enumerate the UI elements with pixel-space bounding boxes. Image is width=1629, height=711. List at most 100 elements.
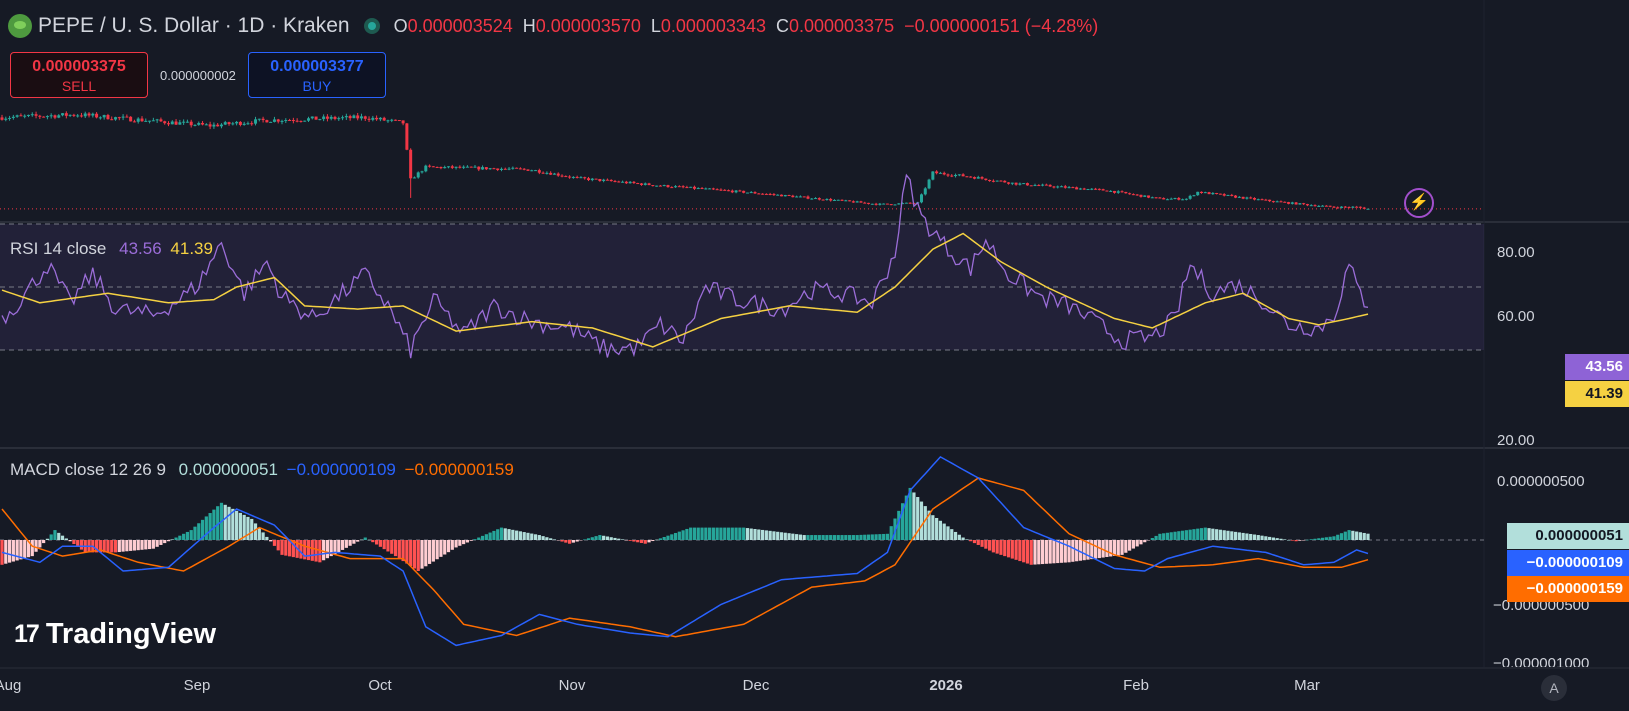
macd-histogram-bar <box>848 535 852 540</box>
candle-body <box>1332 206 1336 208</box>
macd-histogram-bar <box>1245 533 1249 540</box>
macd-hist-value: 0.000000051 <box>178 460 278 479</box>
candle-body <box>889 204 893 206</box>
candle-body <box>503 168 507 170</box>
candle-body <box>1181 199 1185 201</box>
macd-histogram-bar <box>1090 540 1094 560</box>
macd-histogram-bar <box>545 537 549 540</box>
candle-body <box>42 116 46 118</box>
buy-button[interactable]: 0.000003377 BUY <box>247 52 386 98</box>
macd-histogram-bar <box>1029 540 1033 565</box>
candle-body <box>201 122 205 125</box>
symbol-title[interactable]: PEPE / U. S. Dollar · 1D · Kraken <box>38 14 350 37</box>
macd-histogram-bar <box>738 527 742 540</box>
candle-body <box>666 185 670 188</box>
candle-body <box>144 120 148 122</box>
candle-body <box>416 172 420 178</box>
candle-body <box>814 198 818 200</box>
macd-histogram-bar <box>1158 533 1162 540</box>
candle-body <box>1105 190 1109 192</box>
candle-body <box>299 120 303 122</box>
candle-body <box>45 116 49 118</box>
candle-body <box>1116 191 1120 193</box>
macd-histogram-bar <box>768 530 772 540</box>
x-tick-nov: Nov <box>558 677 586 694</box>
candle-body <box>560 175 564 177</box>
candle-body <box>375 117 379 120</box>
macd-histogram-bar <box>594 536 598 540</box>
macd-signal-line <box>1 477 1369 638</box>
candle-body <box>87 113 91 116</box>
macd-histogram-bar <box>825 535 829 540</box>
candle-body <box>178 122 182 125</box>
macd-histogram-bar <box>636 540 640 543</box>
macd-title[interactable]: MACD close 12 26 9 <box>10 460 166 479</box>
candle-body <box>817 198 821 200</box>
sell-button[interactable]: 0.000003375 SELL <box>10 52 148 98</box>
rsi-ma-value: 41.39 <box>170 239 213 258</box>
candle-body <box>450 166 454 168</box>
macd-histogram-bar <box>507 529 511 540</box>
ohlc-close: C0.000003375 <box>775 15 895 36</box>
candle-body <box>571 176 575 178</box>
macd-histogram-bar <box>465 540 470 543</box>
macd-histogram-bar <box>178 535 182 540</box>
rsi-title[interactable]: RSI 14 close <box>10 239 107 258</box>
macd-histogram-bar <box>1188 529 1192 540</box>
macd-histogram-bar <box>1207 528 1211 540</box>
macd-histogram-bar <box>1230 531 1234 540</box>
candle-body <box>658 185 662 187</box>
macd-histogram-bar <box>121 540 125 552</box>
candle-body <box>1033 185 1037 187</box>
macd-histogram-bar <box>1222 530 1226 540</box>
macd-histogram-bar <box>1309 539 1313 540</box>
macd-line-badge: −0.000000109 <box>1507 550 1629 576</box>
candle-body <box>810 198 814 200</box>
macd-histogram-bar <box>908 487 912 540</box>
candle-body <box>443 167 447 169</box>
macd-histogram-bar <box>1082 540 1086 561</box>
macd-histogram-bar <box>655 539 659 541</box>
macd-histogram-bar <box>132 540 137 551</box>
macd-histogram-bar <box>1033 540 1037 565</box>
macd-histogram-bar <box>272 540 277 546</box>
macd-histogram-bar <box>314 540 318 562</box>
candle-body <box>927 179 931 189</box>
candle-body <box>579 177 583 179</box>
macd-legend: MACD close 12 26 9 0.000000051 −0.000000… <box>10 460 514 480</box>
candle-body <box>507 168 511 170</box>
macd-histogram-bar <box>662 537 666 540</box>
candle-body <box>1362 207 1366 209</box>
candle-body <box>594 178 598 180</box>
candle-body <box>1056 186 1060 188</box>
macd-histogram-bar <box>1101 540 1105 558</box>
macd-histogram-bar <box>957 534 961 540</box>
candle-body <box>689 186 693 188</box>
candle-body <box>1048 184 1052 187</box>
macd-histogram-bar <box>1196 528 1200 540</box>
candle-body <box>621 181 625 183</box>
macd-histogram-bar <box>829 535 833 540</box>
price-change: −0.000000151 (−4.28%) <box>904 15 1099 36</box>
macd-histogram-bar <box>893 518 897 540</box>
macd-histogram-bar <box>1343 531 1347 540</box>
candle-body <box>655 185 659 187</box>
candle-body <box>976 177 980 179</box>
candle-body <box>288 119 292 121</box>
candle-body <box>617 181 621 183</box>
candle-body <box>692 186 696 189</box>
candle-body <box>1298 203 1302 205</box>
candle-body <box>371 117 375 120</box>
candle-body <box>424 165 428 172</box>
candle-body <box>1192 195 1196 197</box>
candle-body <box>965 176 969 178</box>
lightning-icon[interactable]: ⚡ <box>1404 188 1434 218</box>
macd-histogram-bar <box>859 534 863 540</box>
candle-body <box>378 117 382 120</box>
macd-histogram-bar <box>38 540 42 548</box>
candle-body <box>727 190 731 192</box>
candle-body <box>344 116 348 118</box>
macd-axis-500: 0.000000500 <box>1497 473 1585 490</box>
auto-scale-button[interactable]: A <box>1541 675 1567 701</box>
candle-body <box>4 118 8 120</box>
